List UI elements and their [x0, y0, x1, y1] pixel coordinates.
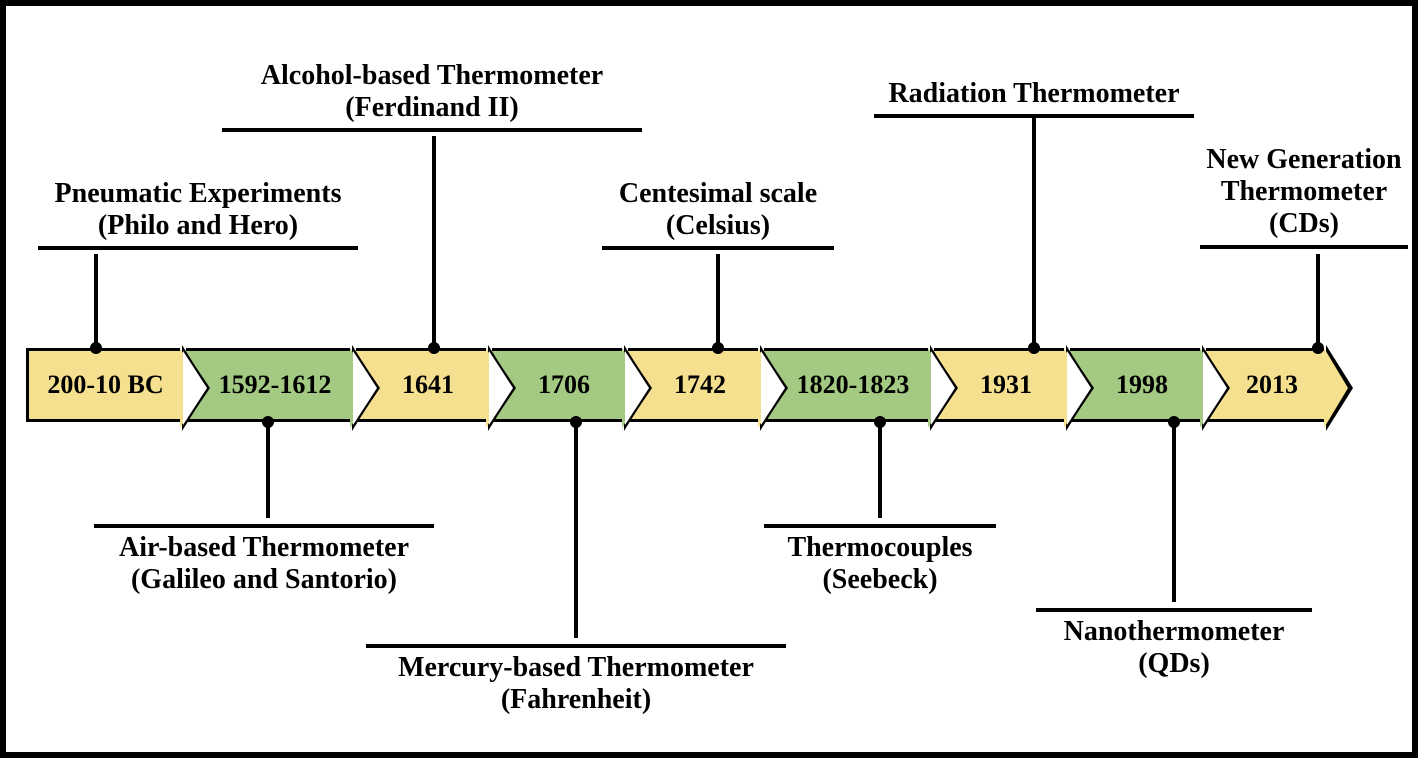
callout-line: (Philo and Hero) [38, 210, 358, 242]
timeline-chevron: 1706 [492, 348, 622, 422]
pin-dot [428, 342, 440, 354]
callout-line: (Seebeck) [764, 564, 996, 596]
callout-pin [1172, 422, 1176, 602]
chevron-label: 1706 [524, 370, 590, 400]
callout-rule [38, 246, 358, 250]
callout-rule [94, 524, 434, 528]
pin-dot [1028, 342, 1040, 354]
timeline-chevron: 1641 [356, 348, 486, 422]
callout-rule [1036, 608, 1312, 612]
callout-line: (QDs) [1036, 648, 1312, 680]
callout-line: (Fahrenheit) [366, 684, 786, 716]
timeline-chevron: 200-10 BC [26, 348, 180, 422]
callout-line: Air-based Thermometer [94, 532, 434, 564]
callout-pin [1032, 118, 1036, 348]
callout-text: Mercury-based Thermometer(Fahrenheit) [366, 652, 786, 716]
callout-rule [1200, 245, 1408, 249]
callout-text: Alcohol-based Thermometer(Ferdinand II) [222, 60, 642, 124]
callout-rule [874, 114, 1194, 118]
callout-pin [266, 422, 270, 518]
callout-centesimal: Centesimal scale(Celsius) [602, 178, 834, 250]
diagram-frame: 200-10 BC 1592-1612 1641 1706 1742 1820-1823 1… [0, 0, 1418, 758]
callout-line: Centesimal scale [602, 178, 834, 210]
callout-rule [764, 524, 996, 528]
callout-line: Alcohol-based Thermometer [222, 60, 642, 92]
callout-line: (CDs) [1200, 208, 1408, 240]
timeline-chevron: 2013 [1206, 348, 1324, 422]
callout-pin [574, 422, 578, 638]
callout-rule [602, 246, 834, 250]
callout-alcohol: Alcohol-based Thermometer(Ferdinand II) [222, 60, 642, 132]
callout-line: New Generation [1200, 144, 1408, 176]
chevron-label: 2013 [1232, 370, 1298, 400]
callout-text: Nanothermometer(QDs) [1036, 616, 1312, 680]
callout-mercury: Mercury-based Thermometer(Fahrenheit) [366, 644, 786, 716]
callout-newgen: New GenerationThermometer(CDs) [1200, 144, 1408, 249]
callout-pin [716, 254, 720, 348]
callout-air: Air-based Thermometer(Galileo and Santor… [94, 524, 434, 596]
callout-line: Thermocouples [764, 532, 996, 564]
pin-dot [874, 416, 886, 428]
callout-line: Pneumatic Experiments [38, 178, 358, 210]
callout-line: (Galileo and Santorio) [94, 564, 434, 596]
callout-text: New GenerationThermometer(CDs) [1200, 144, 1408, 241]
chevron-label: 1931 [966, 370, 1032, 400]
timeline-chevron: 1742 [628, 348, 758, 422]
timeline-chevron: 1592-1612 [186, 348, 350, 422]
chevron-label: 1742 [660, 370, 726, 400]
timeline-chevron: 1931 [934, 348, 1064, 422]
callout-radiation: Radiation Thermometer [874, 78, 1194, 118]
pin-dot [1168, 416, 1180, 428]
callout-line: Radiation Thermometer [874, 78, 1194, 110]
callout-line: (Ferdinand II) [222, 92, 642, 124]
callout-pin [1316, 254, 1320, 348]
callout-line: Thermometer [1200, 176, 1408, 208]
callout-text: Centesimal scale(Celsius) [602, 178, 834, 242]
callout-rule [366, 644, 786, 648]
pin-dot [712, 342, 724, 354]
pin-dot [570, 416, 582, 428]
pin-dot [90, 342, 102, 354]
timeline-chevron: 1820-1823 [764, 348, 928, 422]
callout-thermocouples: Thermocouples(Seebeck) [764, 524, 996, 596]
pin-dot [262, 416, 274, 428]
chevron-label: 1998 [1102, 370, 1168, 400]
pin-dot [1312, 342, 1324, 354]
callout-pin [878, 422, 882, 518]
callout-pin [432, 136, 436, 348]
callout-text: Thermocouples(Seebeck) [764, 532, 996, 596]
callout-line: Nanothermometer [1036, 616, 1312, 648]
chevron-label: 200-10 BC [45, 370, 163, 400]
callout-rule [222, 128, 642, 132]
callout-line: Mercury-based Thermometer [366, 652, 786, 684]
timeline-chevron: 1998 [1070, 348, 1200, 422]
chevron-label: 1820-1823 [783, 370, 910, 400]
callout-text: Air-based Thermometer(Galileo and Santor… [94, 532, 434, 596]
timeline-track: 200-10 BC 1592-1612 1641 1706 1742 1820-1823 1… [26, 348, 1330, 422]
callout-line: (Celsius) [602, 210, 834, 242]
callout-pin [94, 254, 98, 348]
callout-nano: Nanothermometer(QDs) [1036, 608, 1312, 680]
callout-text: Radiation Thermometer [874, 78, 1194, 110]
callout-text: Pneumatic Experiments(Philo and Hero) [38, 178, 358, 242]
chevron-label: 1592-1612 [205, 370, 332, 400]
chevron-label: 1641 [388, 370, 454, 400]
callout-pneumatic: Pneumatic Experiments(Philo and Hero) [38, 178, 358, 250]
